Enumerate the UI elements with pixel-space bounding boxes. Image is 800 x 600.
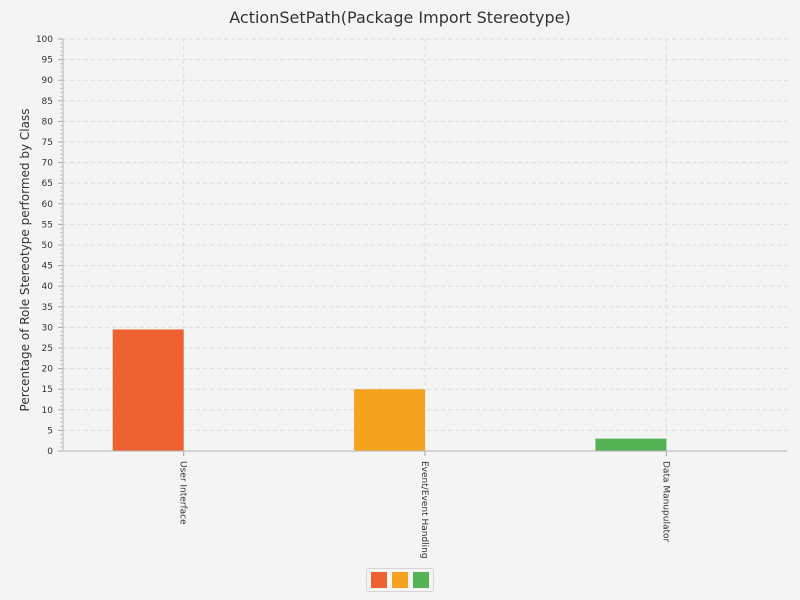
y-tick-label: 100 — [36, 35, 53, 45]
y-tick-label: 80 — [42, 117, 54, 127]
y-tick-label: 40 — [42, 282, 54, 292]
y-tick-label: 85 — [42, 97, 53, 107]
y-axis-label: Percentage of Role Stereotype performed … — [18, 109, 32, 412]
bar — [595, 438, 667, 451]
y-tick-label: 25 — [42, 344, 53, 354]
y-tick-label: 50 — [42, 241, 54, 251]
bar — [112, 329, 184, 451]
axes: 0 5 10 15 20 25 30 35 40 45 50 55 60 65 70 75 80 85 90 95 10… — [36, 35, 787, 559]
y-tick-label: 45 — [42, 262, 53, 272]
legend-swatch — [371, 572, 387, 588]
grid — [63, 38, 787, 451]
legend — [366, 568, 434, 592]
y-tick-label: 95 — [42, 56, 53, 66]
legend-swatch — [413, 572, 429, 588]
x-tick-label: Data Manupulator — [660, 461, 670, 543]
y-tick-label: 5 — [47, 426, 53, 436]
y-tick-label: 20 — [42, 365, 54, 375]
chart-title: ActionSetPath(Package Import Stereotype) — [229, 8, 570, 27]
y-tick-label: 55 — [42, 220, 53, 230]
x-tick-label: Event/Event Handling — [419, 461, 429, 559]
y-tick-label: 35 — [42, 303, 53, 313]
legend-swatch — [392, 572, 408, 588]
y-tick-label: 75 — [42, 138, 53, 148]
bar — [354, 389, 425, 451]
y-tick-label: 15 — [42, 385, 53, 395]
y-tick-label: 30 — [42, 323, 54, 333]
y-tick-label: 90 — [42, 76, 54, 86]
y-tick-label: 0 — [47, 447, 53, 457]
y-tick-label: 60 — [42, 200, 54, 210]
y-tick-label: 65 — [42, 179, 53, 189]
y-tick-label: 10 — [42, 406, 54, 416]
y-tick-label: 70 — [42, 159, 54, 169]
bars — [112, 329, 667, 451]
x-tick-label: User Interface — [178, 461, 188, 525]
